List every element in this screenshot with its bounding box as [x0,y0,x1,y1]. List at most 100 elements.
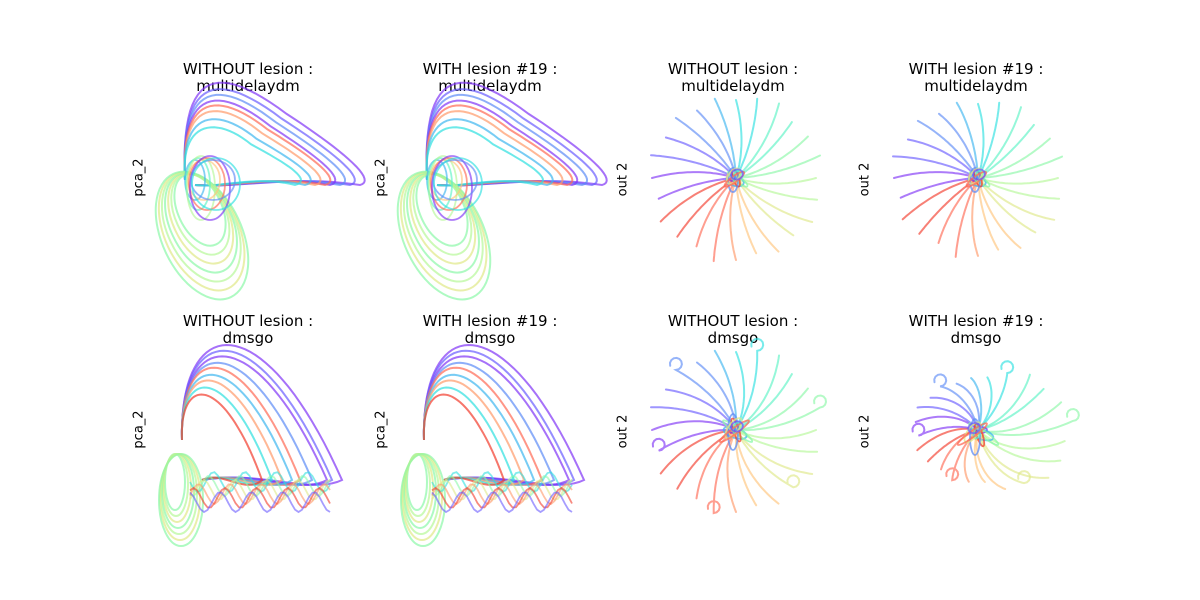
trajectory-loop [186,155,216,221]
panel-title: WITH lesion #19 : dmsgo [380,313,600,347]
trajectory-loop [428,155,458,221]
center-cluster [969,418,981,456]
trajectory-line [695,177,737,248]
trajectory-line [180,355,329,486]
panel-title-line1: WITHOUT lesion : [182,312,314,330]
trajectory-line [735,351,746,431]
trajectory-line [695,429,737,500]
panel-title-line2: multidelaydm [681,77,785,95]
chart-plot-area [650,337,828,515]
center-cluster [965,170,988,188]
trajectory-line [706,429,737,515]
trajectory-line [938,112,979,179]
panel-title-line2: dmsgo [222,329,274,347]
trajectory-line [674,116,737,179]
panel-title-line2: dmsgo [707,329,759,347]
trajectory-line [431,478,573,501]
trajectory-line [735,337,765,431]
trajectory-line [422,386,516,486]
chart-plot-area [911,360,1080,490]
trajectory-line [977,155,1063,179]
trajectory-line [977,177,1037,234]
trajectory-loop [427,157,453,211]
trajectory-line [664,388,737,431]
trajectory-line [977,373,1031,431]
trajectory-line [916,427,979,452]
trajectory-line [977,101,1001,179]
trajectory-line [735,177,795,237]
center-cluster [730,420,744,433]
trajectory-line [422,355,571,486]
trajectory-line [977,360,1015,431]
trajectory-line [735,387,809,431]
trajectory-loop [191,157,241,211]
y-axis-label: pca_2 [131,158,147,197]
trajectory-line [916,119,979,179]
trajectory-line [431,486,573,509]
panel-title-line1: WITHOUT lesion : [667,312,799,330]
trajectory-line [696,109,737,179]
trajectory-line [726,429,737,513]
trajectory-line [955,101,979,179]
y-axis-label: out 2 [615,162,631,197]
trajectory-line [955,382,981,431]
trajectory-loop [185,157,211,211]
trajectory-line [735,429,780,505]
panel-title-line2: dmsgo [464,329,516,347]
trajectory-loop [430,157,468,211]
panel-title-line2: dmsgo [950,329,1002,347]
y-axis-label: out 2 [857,162,873,197]
trajectory-line [893,171,979,179]
trajectory-line [916,406,979,431]
trajectory-line [977,137,1051,179]
trajectory-line [977,429,1066,450]
trajectory-line [973,429,986,483]
trajectory-line [975,429,1007,490]
panel-title-line1: WITH lesion #19 : [422,60,558,78]
trajectory-line [977,376,993,431]
panel-title-line1: WITH lesion #19 : [422,312,558,330]
trajectory-line [977,177,1059,185]
trajectory-line [735,154,821,179]
trajectory-line [651,171,737,179]
panel-title-line1: WITHOUT lesion : [182,60,314,78]
trajectory-line [696,361,737,431]
trajectory-line [977,123,1035,179]
trajectory-line [911,422,979,437]
trajectory-line [735,177,814,223]
trajectory-line [425,126,545,187]
trajectory-line [657,177,737,200]
trajectory-line [189,478,331,501]
trajectory-loop [154,170,250,301]
trajectory-line [651,420,737,431]
trajectory-line [664,136,737,179]
trajectory-line [735,121,793,179]
trajectory-line [977,106,1022,179]
trajectory-line [977,102,985,179]
trajectory-loop [432,159,478,201]
trajectory-line [735,429,801,489]
trajectory-line [189,491,331,514]
chart-plot-area [892,101,1063,258]
panel-title: WITH lesion #19 : multidelaydm [866,61,1086,95]
trajectory-line [735,177,780,253]
trajectory-line [933,373,979,431]
trajectory-line [180,386,274,486]
trajectory-loop [190,159,236,201]
panel-title-line1: WITH lesion #19 : [908,60,1044,78]
trajectory-line [735,99,743,179]
panel-title-line1: WITHOUT lesion : [667,60,799,78]
trajectory-line [431,475,573,497]
center-cluster [972,168,986,181]
panel-title: WITHOUT lesion : multidelaydm [623,61,843,95]
trajectory-line [735,102,780,179]
trajectory-line [422,366,544,486]
chart-plot-area [158,343,344,547]
trajectory-line [180,366,302,486]
trajectory-loop [431,155,473,221]
chart-plot-area [154,81,366,301]
chart-plot-area [650,97,821,263]
trajectory-line [977,387,1045,431]
trajectory-loop [187,159,221,201]
